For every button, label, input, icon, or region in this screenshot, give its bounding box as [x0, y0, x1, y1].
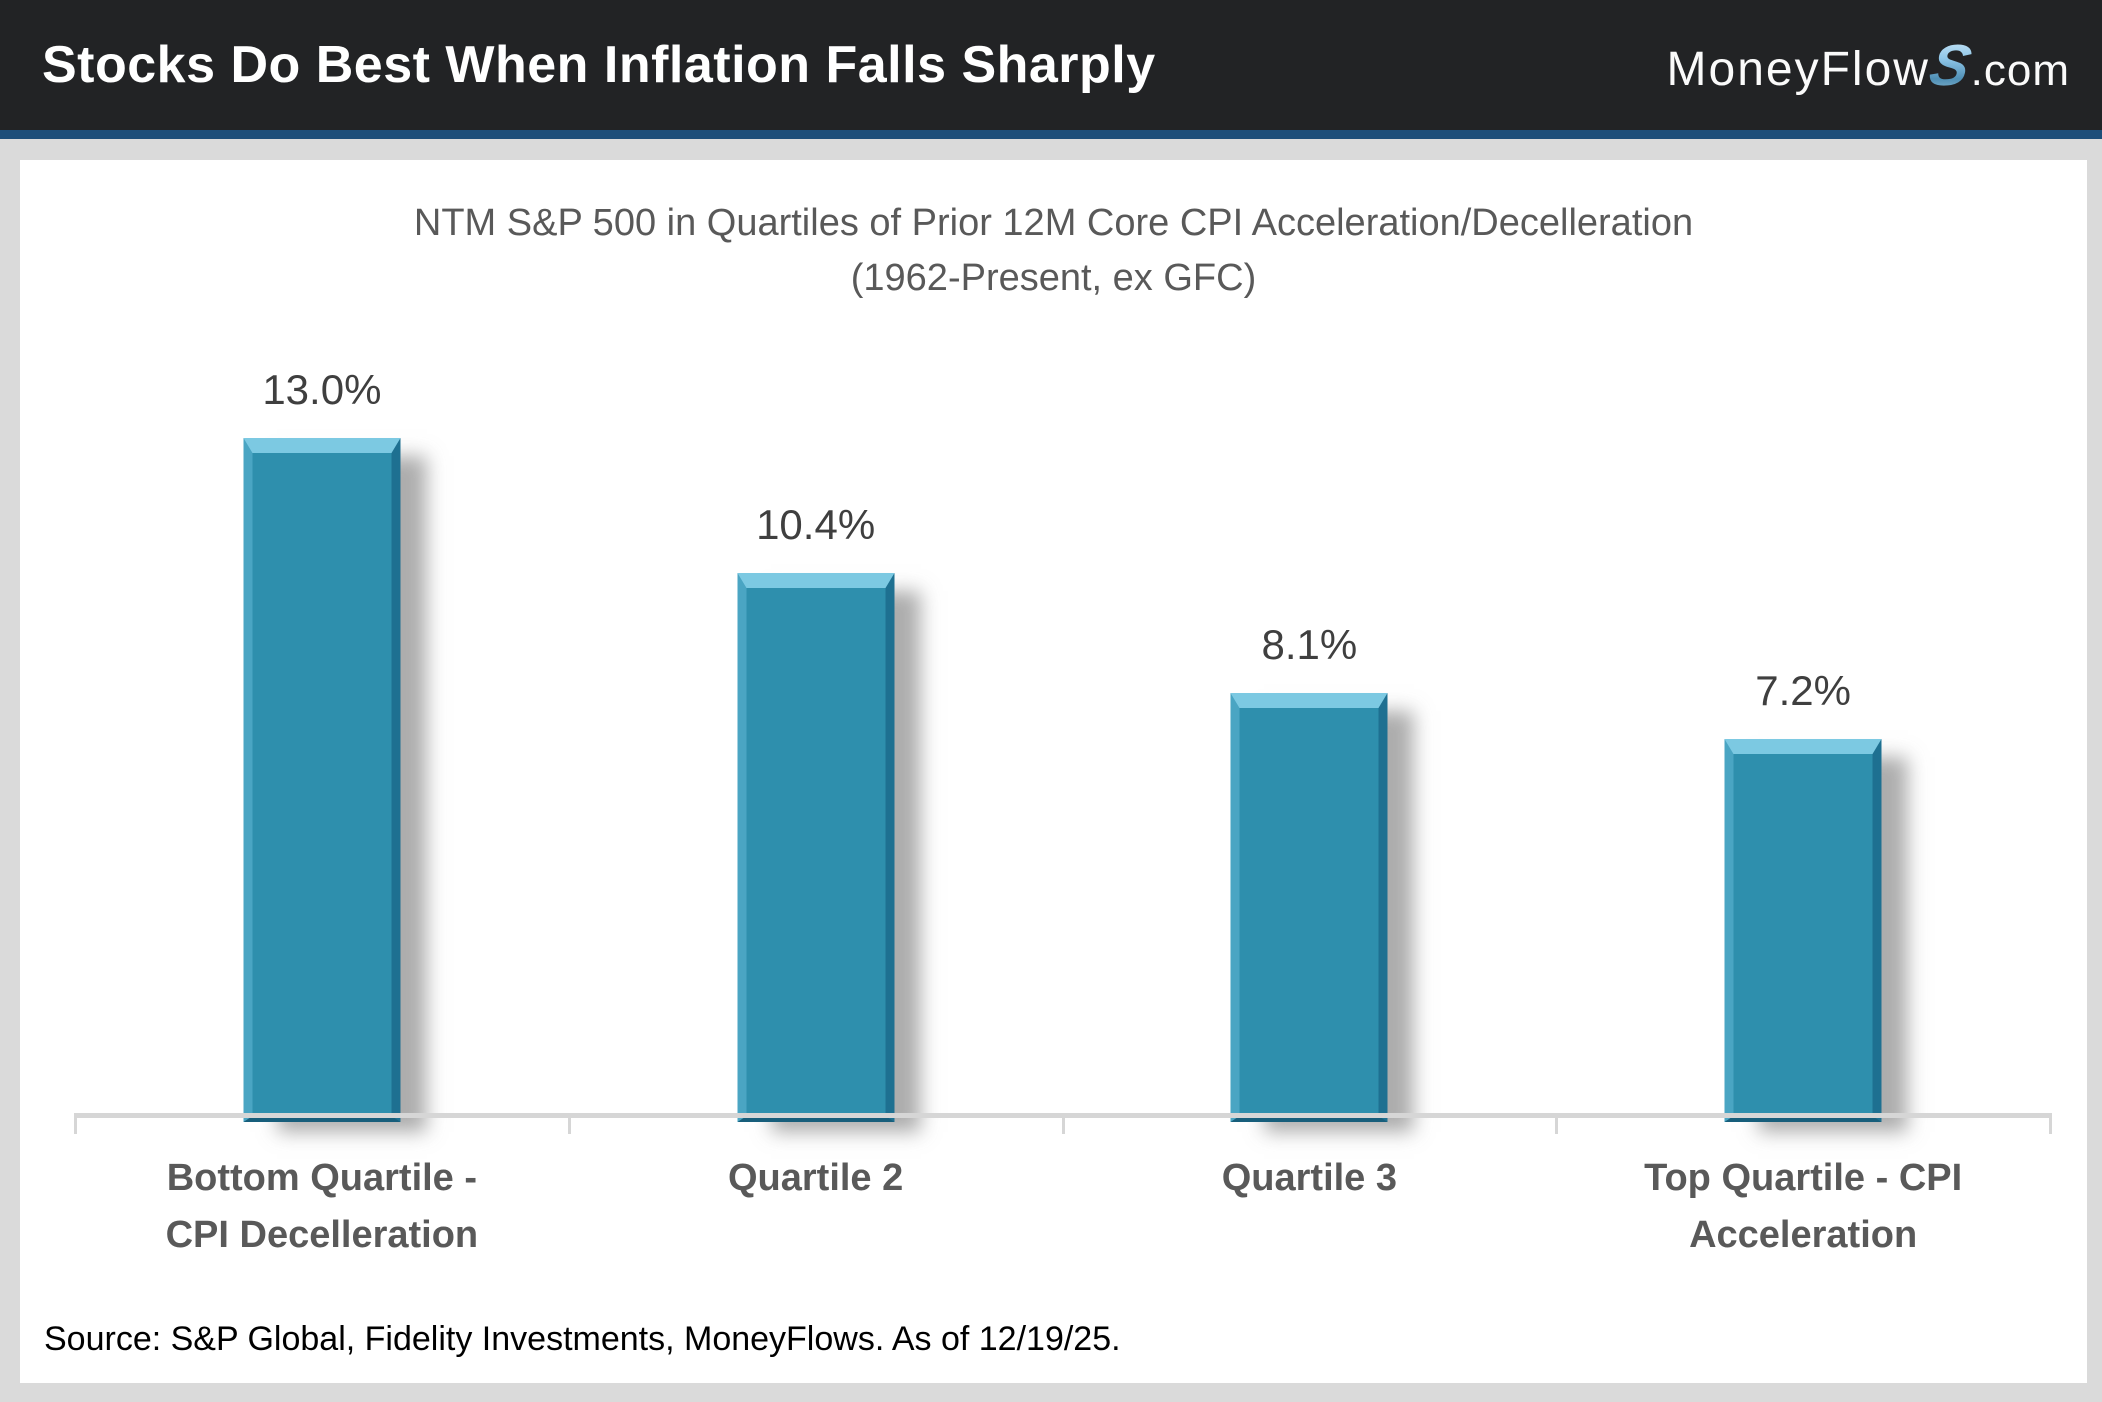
source-note: Source: S&P Global, Fidelity Investments… — [44, 1320, 1121, 1358]
axis-tick — [2049, 1113, 2052, 1134]
chart-panel: NTM S&P 500 in Quartiles of Prior 12M Co… — [20, 160, 2087, 1383]
bar-slot: 10.4% — [569, 160, 1063, 1122]
header-accent-rule — [0, 130, 2102, 139]
bar — [1724, 739, 1882, 1122]
moneyflows-logo: MoneyFlow S .com — [1667, 32, 2070, 99]
header-bar: Stocks Do Best When Inflation Falls Shar… — [0, 0, 2102, 130]
chart-title: NTM S&P 500 in Quartiles of Prior 12M Co… — [20, 196, 2087, 306]
bar-value-label: 7.2% — [1755, 667, 1851, 715]
axis-tick — [1555, 1113, 1559, 1134]
chart-title-line1: NTM S&P 500 in Quartiles of Prior 12M Co… — [413, 202, 1694, 244]
page-title: Stocks Do Best When Inflation Falls Shar… — [42, 36, 1156, 94]
bar — [243, 438, 401, 1122]
plot-area: 13.0% 10.4% 8.1% 7.2% — [74, 160, 2052, 1134]
axis-tick — [567, 1113, 571, 1134]
axis-tick — [74, 1113, 77, 1134]
category-label: Top Quartile - CPI Acceleration — [1644, 1157, 1963, 1256]
logo-swoosh-s-icon: S — [1924, 32, 1977, 98]
bar — [737, 573, 895, 1122]
bar-value-label: 8.1% — [1261, 620, 1358, 668]
axis-tick — [1061, 1113, 1065, 1134]
bar-value-label: 10.4% — [756, 501, 876, 549]
category-label: Quartile 2 — [727, 1157, 904, 1199]
bar-slot: 13.0% — [75, 160, 569, 1122]
bar-value-label: 13.0% — [262, 366, 382, 414]
bar — [1230, 692, 1388, 1122]
logo-text-prefix: MoneyFlow — [1666, 42, 1930, 96]
logo-text-suffix: .com — [1970, 45, 2070, 95]
category-label: Quartile 3 — [1221, 1157, 1398, 1199]
category-label: Bottom Quartile - CPI Decelleration — [165, 1157, 479, 1256]
x-axis-line — [75, 1113, 2050, 1118]
category-axis-labels: Bottom Quartile - CPI Decelleration Quart… — [75, 1150, 2050, 1264]
bar-slot: 7.2% — [1556, 160, 2050, 1122]
chart-title-line2: (1962-Present, ex GFC) — [850, 257, 1257, 300]
bar-slot: 8.1% — [1063, 160, 1557, 1122]
